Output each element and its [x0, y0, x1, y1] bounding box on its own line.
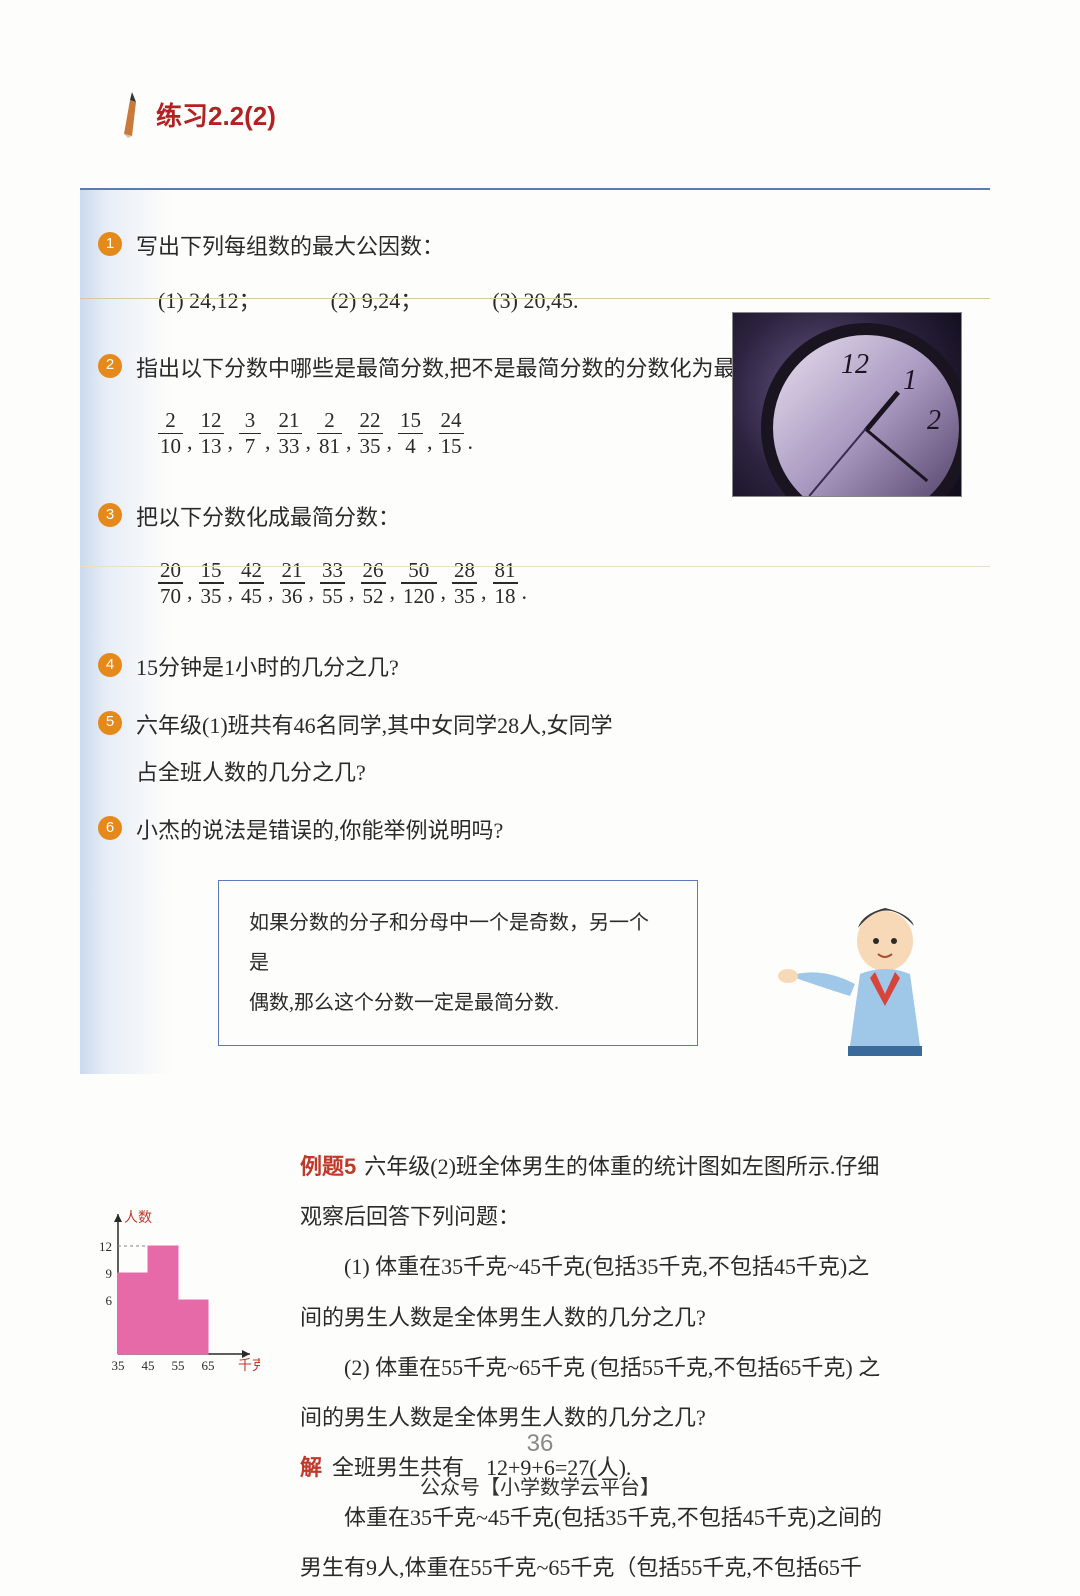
badge-3: 3	[98, 503, 122, 527]
boy-illustration	[750, 896, 960, 1056]
page-number: 36	[0, 1430, 1080, 1458]
question-text: 六年级(1)班共有46名同学,其中女同学28人,女同学	[136, 705, 980, 747]
footer-text: 公众号【小学数学云平台】	[0, 1471, 1080, 1500]
badge-5: 5	[98, 711, 122, 735]
separator: ,	[268, 571, 274, 613]
svg-text:9: 9	[106, 1266, 113, 1281]
svg-text:45: 45	[142, 1358, 155, 1373]
fraction: 2133	[277, 408, 302, 458]
section-title: 练习2.2(2)	[120, 90, 990, 138]
question-3: 3 把以下分数化成最简分数： 2070,1535,4245,2136,3355,…	[98, 497, 980, 631]
example-answer: 男生有9人,体重在55千克~65千克（包括55千克,不包括65千	[300, 1545, 990, 1591]
separator: ,	[187, 421, 193, 463]
question-4: 4 15分钟是1小时的几分之几?	[98, 647, 980, 689]
bar-chart: 人数 6 9 12 35 45 55 65 千克	[80, 1204, 260, 1384]
question-text: 小杰的说法是错误的,你能举例说明吗?	[136, 810, 980, 852]
question-text: 占全班人数的几分之几?	[136, 752, 980, 794]
svg-text:55: 55	[172, 1358, 185, 1373]
quote-box: 如果分数的分子和分母中一个是奇数，另一个是 偶数,那么这个分数一定是最简分数.	[218, 880, 698, 1046]
subpart: (1) 24,12；	[158, 280, 261, 322]
badge-6: 6	[98, 816, 122, 840]
svg-text:千克: 千克	[238, 1358, 260, 1374]
fraction: 2235	[358, 408, 383, 458]
svg-text:人数: 人数	[124, 1210, 152, 1226]
example-q1: (1) 体重在35千克~45千克(包括35千克,不包括45千克)之	[300, 1244, 990, 1290]
example-label: 例题5	[300, 1154, 356, 1179]
separator: ,	[306, 421, 312, 463]
example-intro: 例题5六年级(2)班全体男生的体重的统计图如左图所示.仔细	[300, 1144, 990, 1190]
example-q2: (2) 体重在55千克~65千克 (包括55千克,不包括65千克) 之	[300, 1345, 990, 1391]
pencil-icon	[120, 90, 144, 138]
separator: ,	[265, 421, 271, 463]
separator: ,	[228, 571, 234, 613]
exercise-block: 12 1 2 1 写出下列每组数的最大公因数： (1) 24,12； (2) 9…	[80, 188, 990, 1074]
badge-4: 4	[98, 653, 122, 677]
fraction: 210	[158, 408, 183, 458]
question-5: 5 六年级(1)班共有46名同学,其中女同学28人,女同学	[98, 705, 980, 747]
divider	[80, 298, 990, 299]
quote-line: 如果分数的分子和分母中一个是奇数，另一个是	[249, 903, 667, 983]
question-text: 把以下分数化成最简分数：	[136, 497, 980, 539]
separator: ,	[228, 421, 234, 463]
divider	[80, 566, 990, 567]
example-intro: 观察后回答下列问题：	[300, 1194, 990, 1240]
section-title-text: 练习2.2(2)	[156, 96, 276, 133]
separator: ,	[390, 571, 396, 613]
separator: ,	[481, 571, 487, 613]
fraction: 1213	[199, 408, 224, 458]
svg-text:12: 12	[99, 1239, 112, 1254]
svg-text:6: 6	[106, 1293, 113, 1308]
fraction-list: 2070,1535,4245,2136,3355,2652,50120,2835…	[158, 553, 980, 613]
subpart: (2) 9,24；	[331, 280, 423, 322]
separator: ,	[309, 571, 315, 613]
separator: .	[468, 421, 474, 463]
fraction: 37	[239, 408, 261, 458]
example-answer: 体重在35千克~45千克(包括35千克,不包括45千克)之间的	[300, 1495, 990, 1541]
separator: ,	[346, 421, 352, 463]
example-q1: 间的男生人数是全体男生人数的几分之几?	[300, 1295, 990, 1341]
question-6: 6 小杰的说法是错误的,你能举例说明吗?	[98, 810, 980, 852]
clock-image: 12 1 2	[732, 312, 962, 497]
question-text: 15分钟是1小时的几分之几?	[136, 647, 980, 689]
question-text: 写出下列每组数的最大公因数：	[136, 226, 980, 268]
badge-2: 2	[98, 354, 122, 378]
svg-text:35: 35	[112, 1358, 125, 1373]
separator: .	[522, 571, 528, 613]
badge-1: 1	[98, 232, 122, 256]
svg-text:65: 65	[202, 1358, 215, 1373]
fraction: 281	[317, 408, 342, 458]
separator: ,	[387, 421, 393, 463]
separator: ,	[187, 571, 193, 613]
fraction: 154	[398, 408, 423, 458]
subpart: (3) 20,45.	[492, 280, 578, 322]
separator: ,	[441, 571, 447, 613]
separator: ,	[427, 421, 433, 463]
separator: ,	[349, 571, 355, 613]
question-5-cont: 占全班人数的几分之几?	[98, 752, 980, 794]
quote-line: 偶数,那么这个分数一定是最简分数.	[249, 983, 667, 1023]
fraction: 2415	[439, 408, 464, 458]
